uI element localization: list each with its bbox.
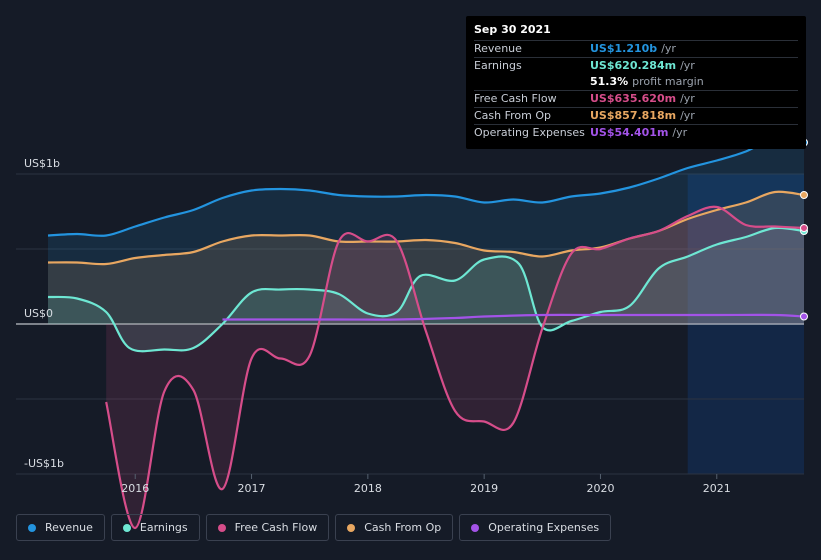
tooltip-row-earnings: Earnings US$620.284m /yr	[474, 57, 798, 74]
tooltip-unit: /yr	[672, 126, 688, 139]
legend-dot-icon	[217, 523, 226, 532]
tooltip-row-free-cash-flow: Free Cash Flow US$635.620m /yr	[474, 90, 798, 107]
tooltip-label: Revenue	[474, 42, 522, 55]
tooltip-value: US$54.401m	[590, 126, 669, 139]
x-tick-label: 2021	[703, 482, 731, 495]
y-axis-labels: US$1b US$0 -US$1b	[24, 157, 64, 470]
series-line-earnings	[47, 226, 805, 353]
series-area-revenue	[48, 137, 804, 324]
x-tick-label: 2017	[238, 482, 266, 495]
x-tick-label: 2018	[354, 482, 382, 495]
x-tick-label: 2016	[121, 482, 149, 495]
tooltip-value: US$1.210b	[590, 42, 658, 55]
series-end-point-operating-expenses	[800, 312, 808, 321]
tooltip-row-operating-expenses: Operating Expenses US$54.401m /yr	[474, 124, 798, 141]
legend-dot-icon	[122, 523, 131, 532]
gridlines	[16, 173, 804, 475]
legend-label: Free Cash Flow	[234, 521, 318, 534]
x-tick-label: 2019	[470, 482, 498, 495]
tooltip-unit: /yr	[680, 109, 695, 122]
y-axis-label: US$1b	[24, 157, 60, 170]
tooltip-unit: /yr	[661, 42, 676, 55]
series-area-free-cash-flow	[106, 206, 804, 529]
tooltip-unit: /yr	[680, 92, 695, 105]
y-axis-label: US$0	[24, 307, 53, 320]
tooltip-label: Free Cash Flow	[474, 92, 557, 105]
legend-label: Earnings	[139, 521, 188, 534]
series-lines	[47, 136, 805, 530]
series-line-revenue	[47, 136, 805, 237]
tooltip-label: Cash From Op	[474, 109, 552, 122]
legend-label: Cash From Op	[364, 521, 442, 534]
series-line-free-cash-flow	[105, 205, 805, 530]
tooltip-value: US$635.620m	[590, 92, 677, 105]
legend-label: Revenue	[45, 521, 93, 534]
series-line-operating-expenses	[222, 313, 805, 321]
tooltip-row-profit-margin: 51.3% profit margin	[474, 74, 798, 90]
tooltip-value: US$857.818m	[590, 109, 677, 122]
tooltip-unit: /yr	[680, 59, 695, 72]
legend-dot-icon	[347, 523, 356, 532]
legend-label: Operating Expenses	[488, 521, 600, 534]
x-tick-label: 2020	[586, 482, 614, 495]
legend-dot-icon	[28, 523, 36, 532]
tooltip-value: 51.3%	[590, 75, 629, 88]
y-axis-label: -US$1b	[24, 457, 64, 470]
x-axis-ticks: 2016 2017 2018 2019 2020 2021	[121, 474, 731, 495]
tooltip-label: Earnings	[474, 59, 522, 72]
legend-toggle-cash-from-op[interactable]: Cash From Op	[335, 514, 454, 541]
legend-dot-icon	[471, 523, 480, 532]
tooltip-row-cash-from-op: Cash From Op US$857.818m /yr	[474, 107, 798, 124]
tooltip-unit: profit margin	[632, 75, 704, 88]
tooltip-label	[474, 74, 590, 90]
tooltip-label: Operating Expenses	[474, 126, 585, 139]
tooltip-value: US$620.284m	[590, 59, 677, 72]
legend-toggle-operating-expenses[interactable]: Operating Expenses	[459, 514, 612, 541]
legend-toggle-earnings[interactable]: Earnings	[110, 514, 200, 541]
tooltip-date: Sep 30 2021	[474, 23, 551, 36]
data-tooltip: Sep 30 2021 Revenue US$1.210b /yr Earnin…	[466, 16, 806, 149]
legend-toggle-revenue[interactable]: Revenue	[16, 514, 105, 541]
series-line-cash-from-op	[47, 190, 805, 266]
series-end-point-free-cash-flow	[800, 224, 808, 232]
series-end-point-cash-from-op	[800, 191, 808, 199]
chart-legend: Revenue Earnings Free Cash Flow Cash Fro…	[16, 514, 617, 541]
series-area-cash-from-op	[48, 191, 804, 324]
tooltip-row-revenue: Revenue US$1.210b /yr	[474, 40, 798, 57]
legend-toggle-free-cash-flow[interactable]: Free Cash Flow	[205, 514, 330, 541]
